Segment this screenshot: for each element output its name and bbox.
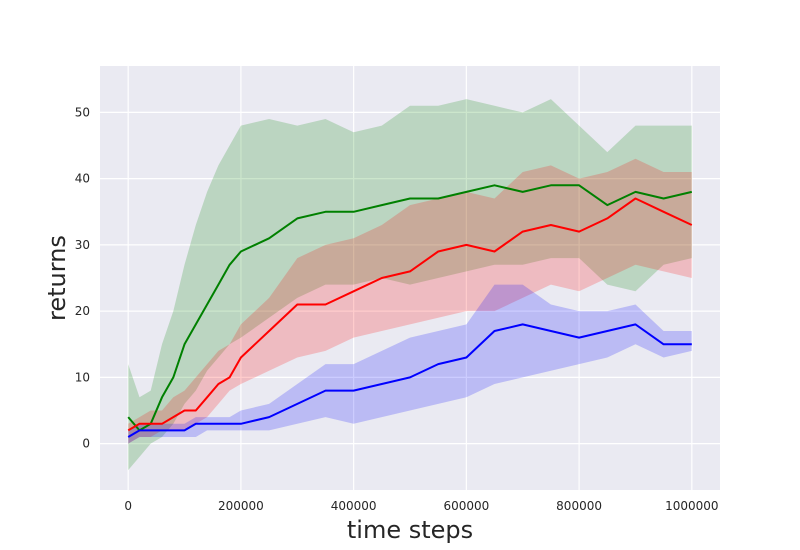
series-0-line	[127, 184, 693, 432]
confidence-bands	[128, 99, 692, 471]
series-1-line	[127, 197, 693, 432]
series-2-line	[127, 323, 692, 438]
series-1-band	[128, 158, 692, 444]
y-tick-label: 20	[75, 304, 90, 318]
x-tick-label: 400000	[331, 499, 377, 513]
y-tick-label: 30	[75, 238, 90, 252]
x-tick-label: 0	[124, 499, 132, 513]
y-tick-label: 10	[75, 370, 90, 384]
y-tick-labels: 0 10 20 30 40 50	[75, 105, 90, 450]
series-0-band	[128, 99, 692, 471]
y-tick-label: 0	[82, 437, 90, 451]
y-tick-label: 50	[75, 105, 90, 119]
plot-background	[100, 66, 720, 490]
x-tick-label: 800000	[556, 499, 602, 513]
x-tick-label: 200000	[218, 499, 264, 513]
y-axis-label: returns	[43, 235, 71, 321]
y-tick-label: 40	[75, 172, 90, 186]
series-2-band	[128, 284, 692, 444]
x-tick-label: 600000	[443, 499, 489, 513]
series-lines	[127, 184, 693, 438]
x-axis-label: time steps	[347, 516, 473, 544]
x-tick-label: 1000000	[665, 499, 718, 513]
x-tick-labels: 0 200000 400000 600000 800000 1000000	[124, 499, 718, 513]
